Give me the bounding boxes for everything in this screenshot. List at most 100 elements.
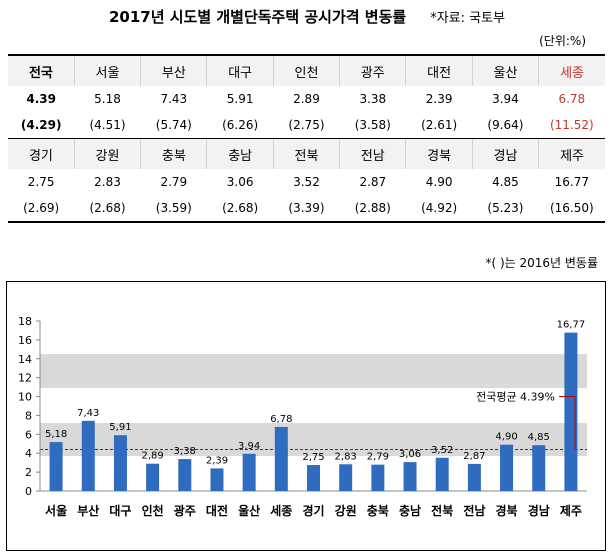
table-cell: (16.50): [538, 195, 605, 223]
table-cell: (5.23): [472, 195, 539, 223]
x-tick-label: 전북: [431, 503, 453, 518]
table-cell: 4.90: [425, 175, 453, 189]
bar: [339, 464, 353, 491]
table-cell: 2.89: [293, 92, 320, 106]
data-label: 2,75: [302, 452, 324, 463]
y-tick-label: 6: [25, 428, 32, 441]
unit-label: (단위:%): [539, 34, 586, 48]
table-cell: 3.06: [226, 175, 254, 189]
table-cell: 3.52: [293, 175, 320, 189]
bar: [146, 463, 160, 491]
table-cell: 2.39: [425, 92, 453, 106]
bar: [242, 453, 256, 491]
bar: [467, 463, 481, 491]
table-cell: (4.51): [89, 118, 126, 132]
x-tick-label: 울산: [238, 503, 260, 518]
bar: [113, 435, 127, 491]
data-label: 6,78: [270, 414, 292, 425]
x-tick-label: 제주: [560, 504, 582, 518]
table-row: 2.75 2.83 2.79 3.06 3.52 2.87 4.90 4.85 …: [8, 169, 605, 195]
table-cell: 2.75: [27, 175, 55, 189]
x-tick-label: 강원: [335, 504, 357, 518]
average-label: 전국평균 4.39%: [476, 391, 555, 404]
table-cell: (4.92): [405, 195, 473, 223]
bar-chart: 0 2 4 6 8 10 12 14 16 18 5,18 서울 7,43 부산 5,91 대구 2,89 인천 3…: [18, 315, 587, 518]
title-text: 2017년 시도별 개별단독주택 공시가격 변동률: [108, 8, 407, 26]
bar: [532, 445, 546, 491]
table-cell: 3.38: [359, 92, 387, 106]
region-header: 제주: [538, 138, 605, 169]
data-label: 3,38: [174, 446, 196, 457]
x-tick-label: 충남: [399, 503, 421, 518]
table-cell: 2.83: [94, 175, 121, 189]
table-cell: (2.68): [74, 195, 141, 223]
table-cell: (2.75): [288, 118, 325, 132]
region-header: 강원: [73, 138, 141, 169]
y-tick-label: 16: [18, 334, 32, 347]
bar: [371, 464, 385, 491]
data-label: 7,43: [77, 408, 99, 419]
data-label: 2,89: [141, 451, 163, 462]
region-header: 광주: [339, 54, 406, 86]
table-cell: (2.61): [421, 118, 458, 132]
y-tick-label: 10: [18, 391, 32, 404]
bar: [500, 444, 514, 491]
region-header: 대전: [405, 54, 473, 86]
region-header: 경남: [471, 138, 539, 169]
table-header-row: 경기 강원 충북 충남 전북 전남 경북 경남 제주: [8, 138, 605, 169]
footnote: *( )는 2016년 변동률: [485, 256, 598, 270]
region-header: 세종: [538, 54, 605, 86]
x-tick-label: 전남: [463, 503, 485, 518]
y-tick-label: 12: [18, 372, 32, 385]
table-cell: 4.85: [492, 175, 519, 189]
region-header: 인천: [272, 54, 340, 86]
source-note: *자료: 국토부: [430, 11, 506, 26]
y-tick-label: 4: [25, 447, 32, 460]
region-header: 전국: [8, 54, 75, 86]
region-header: 충북: [140, 138, 207, 169]
table-cell: (5.74): [155, 118, 192, 132]
data-label: 4,85: [528, 432, 550, 443]
data-label: 3,06: [399, 449, 421, 460]
region-header: 대구: [206, 54, 274, 86]
bar: [81, 420, 95, 491]
bar: [274, 426, 288, 491]
x-tick-label: 경남: [528, 503, 550, 518]
table-cell: (4.29): [20, 118, 62, 132]
table-cell: (3.59): [140, 195, 207, 223]
x-tick-label: 경기: [302, 503, 324, 518]
data-label: 2,83: [335, 451, 357, 462]
x-tick-label: 대구: [109, 504, 131, 518]
region-header: 서울: [73, 54, 141, 86]
table-cell: (2.69): [8, 195, 75, 223]
table-cell: 2.87: [359, 175, 387, 189]
region-header: 울산: [471, 54, 539, 86]
x-tick-label: 서울: [45, 503, 67, 518]
table-cell: 16.77: [554, 175, 589, 189]
bar: [178, 459, 192, 491]
table-cell: (2.68): [206, 195, 274, 223]
table-cell: (6.26): [222, 118, 259, 132]
bar: [210, 468, 224, 491]
bar: [403, 462, 417, 491]
shaded-band: [40, 423, 587, 457]
region-header: 충남: [206, 138, 274, 169]
table-cell: (3.58): [354, 118, 391, 132]
table-cell: 5.18: [94, 92, 121, 106]
y-tick-label: 0: [25, 485, 32, 498]
y-tick-label: 8: [25, 409, 32, 422]
table-cell: (9.64): [487, 118, 524, 132]
shaded-band: [40, 354, 587, 389]
table-row: 4.39 5.18 7.43 5.91 2.89 3.38 2.39 3.94 …: [8, 86, 605, 112]
page-title: 2017년 시도별 개별단독주택 공시가격 변동률 *자료: 국토부: [0, 6, 614, 27]
table-row: (2.69) (2.68) (3.59) (2.68) (3.39) (2.88…: [8, 195, 605, 223]
data-label: 5,18: [45, 429, 67, 440]
x-tick-label: 부산: [77, 503, 99, 518]
table-cell: 3.94: [492, 92, 519, 106]
data-label: 2,79: [367, 452, 389, 463]
table-cell: (2.88): [339, 195, 406, 223]
data-label: 4,90: [495, 432, 517, 443]
region-header: 경북: [405, 138, 473, 169]
table-cell: 2.79: [160, 175, 188, 189]
data-label: 3,52: [431, 445, 453, 456]
